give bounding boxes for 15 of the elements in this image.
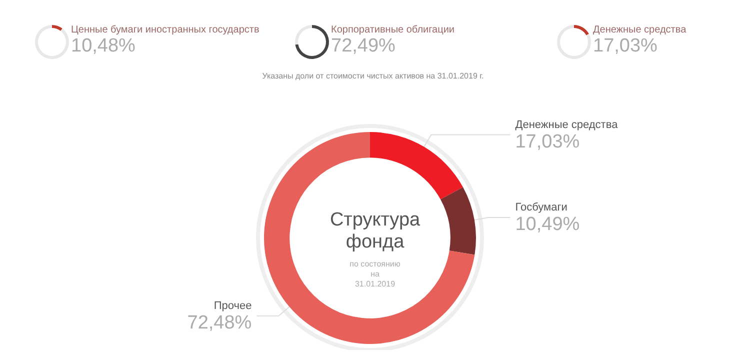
text: Указаны доли от стоимости чистых активов на 31.01.2019 г. bbox=[262, 72, 484, 80]
slice-label: Денежные средства bbox=[593, 24, 687, 36]
slice-label: Прочее bbox=[214, 300, 252, 312]
slice-label: Денежные средства bbox=[515, 118, 619, 131]
slice-label: Ценные бумаги иностранных государств bbox=[71, 24, 260, 36]
data-label: 17,03% bbox=[593, 36, 658, 56]
slice-label: Корпоративные облигации bbox=[331, 24, 455, 36]
data-label: 10,48% bbox=[71, 36, 136, 56]
data-label: 10,49% bbox=[515, 214, 580, 236]
data-label: 17,03% bbox=[515, 131, 580, 152]
text: по состоянию на 31.01.2019 bbox=[350, 260, 400, 288]
data-label: 72,48% bbox=[187, 312, 252, 334]
slice-label: Госбумаги bbox=[515, 202, 568, 214]
data-label: 72,49% bbox=[331, 36, 396, 56]
text: Структура фонда bbox=[330, 210, 420, 252]
